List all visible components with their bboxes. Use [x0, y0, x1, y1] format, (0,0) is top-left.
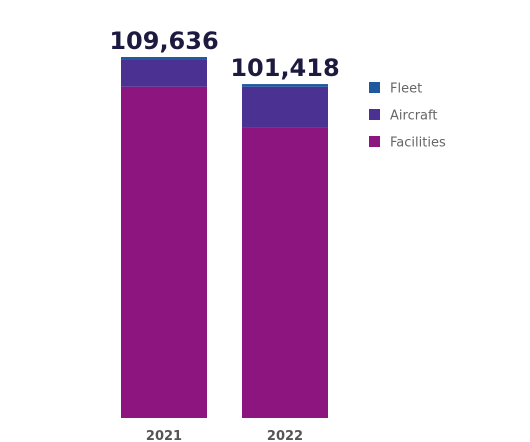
- bar-2022-fleet: [242, 84, 328, 87]
- legend-label-aircraft: Aircraft: [390, 109, 437, 124]
- legend-swatch-aircraft: [369, 109, 380, 120]
- legend: Fleet Aircraft Facilities: [369, 82, 446, 151]
- total-label-2021: 109,636: [109, 27, 218, 55]
- bars-layer: [121, 57, 328, 418]
- x-tick-label-2022: 2022: [267, 429, 303, 442]
- bar-2022-facilities: [242, 127, 328, 418]
- labels-layer: 109,636 2021 101,418 2022: [109, 27, 339, 442]
- legend-swatch-facilities: [369, 136, 380, 147]
- bar-2021-fleet: [121, 57, 207, 60]
- bar-2021-aircraft: [121, 59, 207, 87]
- legend-swatch-fleet: [369, 82, 380, 93]
- bar-2022-aircraft: [242, 86, 328, 128]
- bar-2021-facilities: [121, 86, 207, 418]
- x-tick-label-2021: 2021: [146, 429, 182, 442]
- legend-label-facilities: Facilities: [390, 136, 446, 151]
- total-label-2022: 101,418: [230, 54, 339, 82]
- legend-label-fleet: Fleet: [390, 82, 422, 97]
